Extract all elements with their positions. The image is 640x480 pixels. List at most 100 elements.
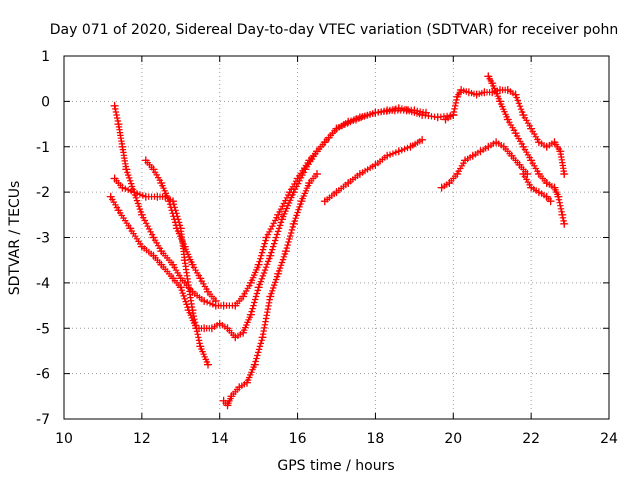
data-point — [301, 165, 310, 174]
data-point — [110, 174, 119, 183]
x-tick-label: 12 — [133, 431, 151, 447]
data-point — [519, 111, 528, 119]
series-arc-2 — [106, 104, 430, 342]
x-tick-label: 20 — [444, 431, 462, 447]
data-point — [180, 256, 189, 265]
data-point — [215, 319, 224, 328]
data-point — [527, 183, 536, 192]
data-point — [355, 113, 364, 122]
data-point — [149, 165, 158, 174]
data-point — [137, 210, 146, 219]
data-point — [289, 188, 298, 197]
data-point — [223, 324, 232, 333]
data-point — [130, 188, 139, 197]
data-point — [149, 233, 158, 242]
data-point — [114, 120, 123, 129]
data-point — [453, 170, 462, 178]
y-tick-label: -7 — [36, 412, 50, 428]
data-point — [122, 165, 131, 174]
data-point — [313, 170, 321, 178]
data-point — [188, 260, 197, 269]
series-arc-3 — [110, 174, 212, 369]
data-point — [165, 197, 174, 206]
data-point — [169, 274, 177, 283]
y-tick-label: -1 — [36, 140, 50, 156]
data-point — [472, 90, 481, 99]
series-arc-1 — [110, 101, 458, 310]
data-point — [488, 79, 497, 88]
data-point — [519, 142, 528, 151]
data-point — [157, 179, 166, 187]
data-point — [422, 108, 430, 117]
data-point — [196, 274, 205, 283]
data-point — [503, 115, 512, 124]
series-marks — [111, 102, 457, 309]
data-point — [511, 90, 520, 99]
data-point — [176, 283, 185, 292]
x-tick-label: 16 — [289, 431, 307, 447]
data-point — [476, 147, 485, 156]
data-point — [344, 179, 353, 187]
data-point — [172, 224, 181, 233]
data-point — [418, 135, 427, 144]
series-marks — [111, 175, 212, 368]
data-point — [153, 192, 162, 201]
data-point — [406, 142, 415, 151]
data-point — [231, 333, 240, 342]
data-point — [461, 156, 469, 165]
data-point — [550, 138, 559, 147]
data-point — [534, 138, 543, 147]
data-point — [383, 151, 392, 160]
x-tick-label: 10 — [55, 431, 73, 447]
data-point — [507, 151, 516, 160]
series-marks — [220, 170, 321, 409]
data-point — [305, 179, 314, 187]
data-point — [320, 197, 329, 206]
data-point — [457, 86, 466, 94]
data-point — [211, 297, 220, 305]
data-point — [157, 247, 166, 256]
data-point — [219, 396, 228, 405]
data-point — [141, 156, 150, 165]
x-tick-label: 22 — [522, 431, 540, 447]
data-point — [114, 206, 123, 215]
data-point — [488, 88, 497, 97]
data-point — [200, 297, 209, 305]
x-tick-label: 24 — [600, 431, 618, 447]
series-layer — [106, 72, 569, 410]
data-point — [515, 160, 524, 169]
data-point — [254, 283, 263, 292]
x-axis-label: GPS time / hours — [277, 458, 394, 474]
data-point — [480, 88, 489, 97]
data-point — [274, 269, 283, 278]
data-point — [118, 183, 127, 192]
data-point — [355, 170, 364, 178]
data-point — [527, 156, 536, 165]
chart-title: Day 071 of 2020, Sidereal Day-to-day VTE… — [50, 22, 618, 38]
data-point — [560, 170, 569, 178]
data-point — [546, 197, 555, 206]
data-point — [499, 142, 508, 151]
data-point — [437, 183, 446, 192]
data-point — [383, 106, 392, 115]
data-point — [149, 251, 158, 260]
data-point — [324, 133, 333, 142]
series-arc-4 — [141, 156, 220, 305]
data-point — [332, 188, 341, 197]
data-point — [223, 401, 232, 410]
data-point — [235, 383, 244, 392]
x-tick-label: 14 — [211, 431, 229, 447]
data-point — [560, 219, 569, 228]
data-point — [484, 72, 493, 81]
y-tick-label: -5 — [36, 321, 50, 337]
series-arc-9 — [484, 72, 569, 228]
y-tick-label: 0 — [41, 94, 50, 110]
data-point — [441, 115, 450, 124]
series-arc-6 — [320, 135, 427, 206]
data-point — [169, 260, 177, 269]
data-point — [278, 215, 286, 224]
series-arc-8 — [441, 86, 569, 178]
data-point — [227, 392, 236, 401]
data-point — [180, 242, 189, 251]
data-point — [394, 104, 403, 113]
